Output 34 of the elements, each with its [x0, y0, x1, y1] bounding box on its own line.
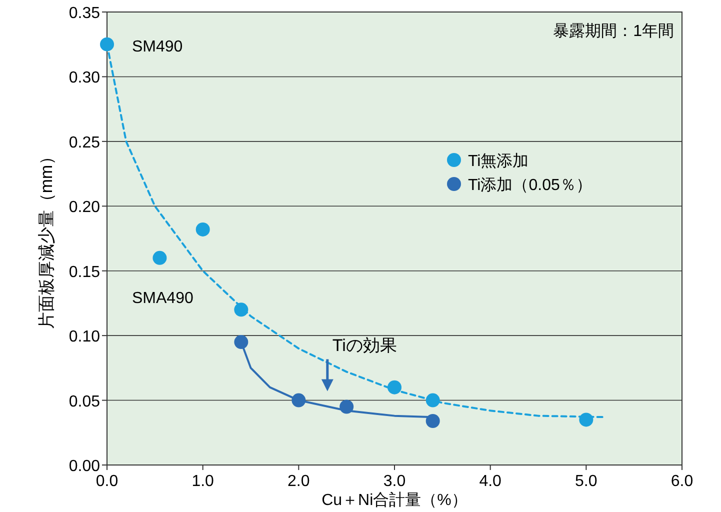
- legend-label: Ti無添加: [468, 152, 529, 170]
- y-tick-label: 0.05: [68, 393, 100, 410]
- point: [388, 380, 402, 394]
- x-tick-label: 5.0: [575, 473, 598, 490]
- point: [426, 393, 440, 408]
- x-tick-label: 3.0: [383, 473, 406, 490]
- annotation: 暴露期間：1年間: [553, 22, 674, 40]
- x-tick-label: 1.0: [192, 473, 214, 490]
- y-tick-label: 0.20: [68, 199, 100, 216]
- x-axis-title: Cu＋Ni合計量（%）: [322, 491, 468, 509]
- point: [196, 222, 210, 236]
- y-tick-label: 0.30: [68, 70, 100, 87]
- y-tick-label: 0.00: [68, 458, 100, 475]
- annotation: Tiの効果: [332, 336, 397, 356]
- x-tick-label: 4.0: [479, 473, 502, 490]
- x-tick-label: 0.0: [96, 473, 118, 490]
- point: [579, 412, 594, 427]
- y-tick-label: 0.15: [68, 264, 100, 281]
- y-tick-label: 0.25: [68, 134, 100, 152]
- annotation: SMA490: [132, 290, 194, 308]
- point: [234, 335, 248, 350]
- point: [340, 400, 354, 414]
- x-tick-label: 2.0: [288, 473, 310, 490]
- point: [292, 393, 306, 408]
- x-tick-label: 6.0: [670, 473, 694, 490]
- point: [234, 302, 248, 317]
- point: [426, 414, 440, 428]
- y-tick-label: 0.10: [68, 328, 100, 346]
- legend-label: Ti添加（0.05％）: [468, 176, 592, 194]
- annotation: SM490: [132, 38, 183, 56]
- y-axis-title: 片面板厚減少量（mm）: [37, 148, 56, 330]
- point: [100, 37, 114, 52]
- point: [152, 250, 167, 265]
- y-tick-label: 0.35: [68, 5, 100, 22]
